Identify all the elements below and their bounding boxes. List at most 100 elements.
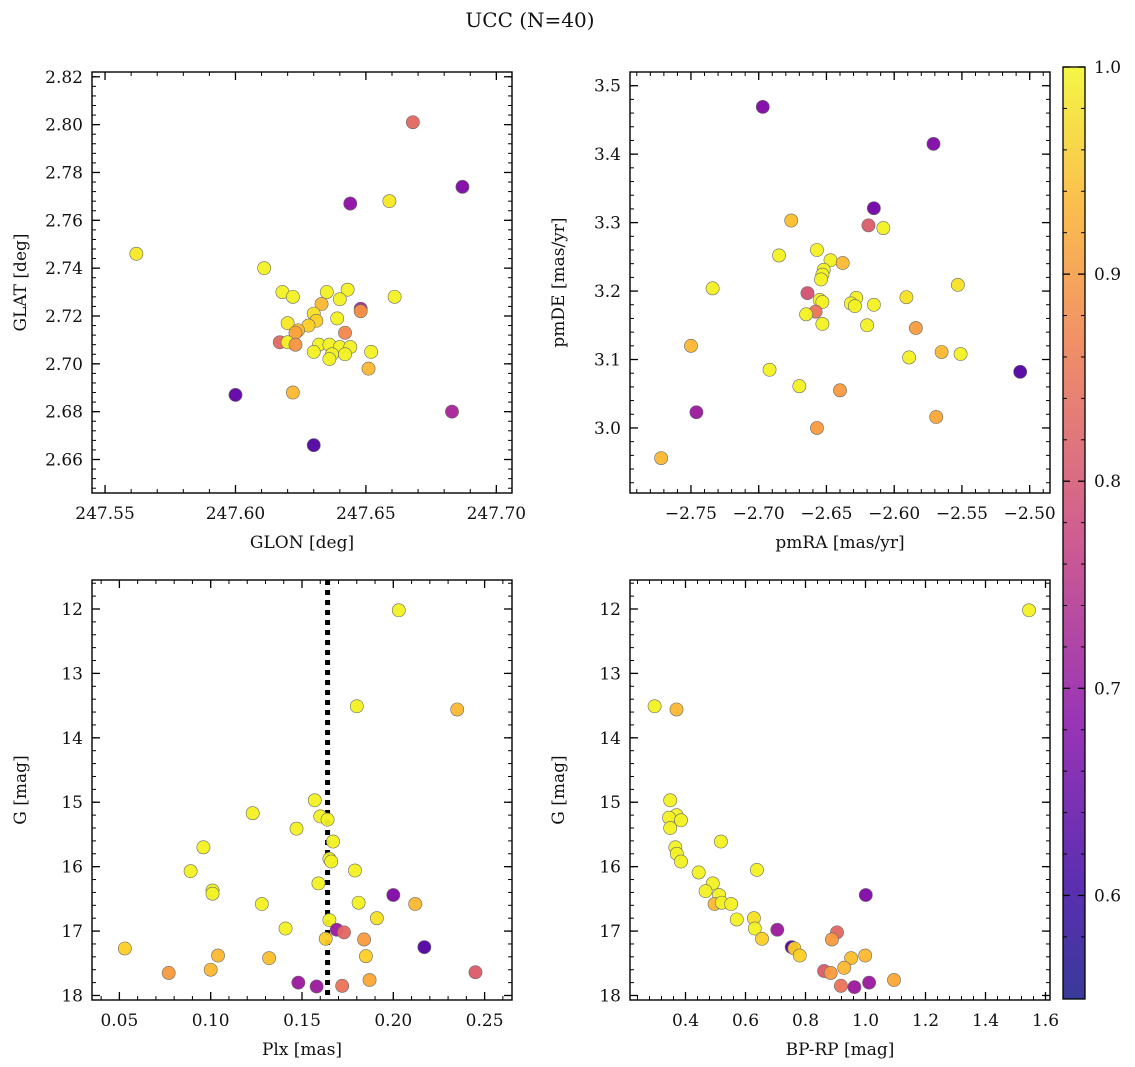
scatter-point <box>309 979 324 994</box>
x-tick-label: −2.50 <box>1004 504 1056 524</box>
x-tick-label: 0.10 <box>192 1011 230 1031</box>
y-tick-label: 2.72 <box>45 307 83 327</box>
scatter-point <box>747 921 762 936</box>
scatter-point <box>319 285 334 299</box>
scatter-point <box>408 897 423 911</box>
x-tick-label: 247.65 <box>336 504 395 524</box>
y-tick-label: 12 <box>599 600 621 620</box>
x-axis-label: pmRA [mas/yr] <box>775 533 904 553</box>
y-tick-label: 16 <box>599 858 621 878</box>
scatter-point <box>861 218 876 233</box>
scatter-point <box>343 196 358 211</box>
y-tick-label: 3.5 <box>594 77 621 97</box>
scatter-point <box>129 246 144 261</box>
scatter-point <box>306 344 321 359</box>
scatter-point <box>288 337 303 352</box>
scatter-point <box>455 179 470 194</box>
scatter-point <box>689 405 704 420</box>
x-tick-label: 1.6 <box>1032 1011 1059 1031</box>
scatter-point <box>196 840 211 855</box>
x-tick-label: −2.60 <box>868 504 920 524</box>
scatter-point <box>362 973 377 987</box>
scatter-point <box>815 295 830 309</box>
x-axis-label: GLON [deg] <box>250 533 354 553</box>
scatter-point <box>837 960 852 975</box>
scatter-point <box>1022 603 1036 618</box>
scatter-point <box>953 347 968 361</box>
x-tick-label: 0.8 <box>792 1011 819 1031</box>
scatter-point <box>203 962 218 977</box>
colorbar: 0.6 0.7 0.8 0.9 1.0 <box>1062 58 1121 1000</box>
scatter-point <box>698 884 713 899</box>
scatter-point <box>833 383 847 398</box>
colorbar-gradient <box>1063 67 1085 999</box>
scatter-point <box>338 347 352 362</box>
scatter-point <box>338 325 352 340</box>
scatter-point <box>755 931 769 946</box>
y-axis-label: G [mag] <box>11 755 31 824</box>
y-tick-label: 14 <box>599 729 621 749</box>
scatter-point <box>792 379 807 394</box>
scatter-point <box>161 966 176 980</box>
colorbar-tick-label: 0.6 <box>1094 886 1121 906</box>
scatter-point <box>330 311 345 326</box>
y-tick-label: 3.3 <box>594 214 621 234</box>
colorbar-tick-label: 0.8 <box>1094 472 1121 492</box>
scatter-point <box>908 321 923 335</box>
scatter-point <box>858 888 873 902</box>
scatter-point <box>792 948 807 963</box>
scatter-point <box>387 289 402 304</box>
y-axis-label: G [mag] <box>549 755 569 824</box>
scatter-point <box>755 100 770 114</box>
scatter-point <box>291 975 306 990</box>
scatter-point <box>902 350 916 365</box>
scatter-point <box>318 931 333 946</box>
figure-title: UCC (N=40) <box>465 8 594 32</box>
scatter-point <box>929 410 944 424</box>
scatter-point <box>814 272 828 287</box>
x-tick-label: 0.05 <box>100 1011 138 1031</box>
panel-pmra-pmde: −2.75 −2.70 −2.65 −2.60 −2.55 −2.50 3.0 3.1 3.2 3… <box>549 71 1056 553</box>
scatter-point <box>663 821 678 835</box>
colorbar-tick-label: 0.9 <box>1094 265 1121 285</box>
scatter-point <box>800 286 815 301</box>
scatter-point <box>324 854 339 869</box>
scatter-point <box>762 362 777 377</box>
scatter-point <box>866 297 881 312</box>
scatter-point <box>691 865 706 880</box>
scatter-point <box>750 862 764 877</box>
y-tick-label: 2.66 <box>45 451 83 471</box>
plot-frame <box>91 579 513 1001</box>
scatter-point <box>835 256 850 270</box>
y-tick-label: 14 <box>61 729 83 749</box>
panel-glon-glat: 247.55 247.60 247.65 247.70 2.66 2.68 2.70 2.72… <box>11 68 526 553</box>
plot-frame <box>91 71 513 494</box>
scatter-point <box>340 282 355 297</box>
x-tick-label: 247.70 <box>467 504 526 524</box>
scatter-point <box>684 338 698 353</box>
scatter-point <box>770 922 785 937</box>
scatter-point <box>262 951 277 966</box>
y-tick-label: 12 <box>61 600 83 620</box>
scatter-point <box>332 292 347 307</box>
y-tick-label: 13 <box>61 664 83 684</box>
x-tick-label: 1.0 <box>852 1011 879 1031</box>
scatter-point <box>887 973 901 987</box>
scatter-point <box>306 438 321 453</box>
scatter-point <box>729 912 744 927</box>
scatter-point <box>674 854 688 869</box>
x-axis-label: BP-RP [mag] <box>786 1040 895 1060</box>
y-tick-label: 2.78 <box>45 163 83 183</box>
y-axis-label: GLAT [deg] <box>11 233 31 331</box>
scatter-point <box>834 978 848 993</box>
scatter-point <box>899 290 914 305</box>
x-tick-label: −2.75 <box>665 504 717 524</box>
scatter-point <box>386 888 401 902</box>
y-tick-label: 18 <box>61 986 83 1006</box>
panel-plx-g: 0.05 0.10 0.15 0.20 0.25 12 13 14 15 16 17 18 Plx [m… <box>11 579 513 1060</box>
scatter-point <box>844 951 858 966</box>
scatter-point <box>866 201 881 216</box>
scatter-point <box>369 911 384 926</box>
scatter-point <box>278 921 293 936</box>
